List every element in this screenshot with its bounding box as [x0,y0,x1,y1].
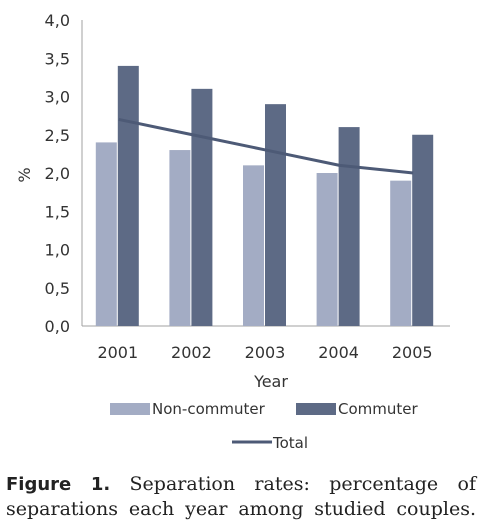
bar-commuter-2005 [412,134,434,326]
bar-non-commuter-2001 [95,142,117,326]
y-tick-label: 0,5 [45,279,70,298]
x-tick-label-2002: 2002 [171,343,212,362]
y-tick-label: 2,0 [45,164,70,183]
y-axis-title: % [15,167,34,182]
y-tick-label: 0,0 [45,317,70,336]
legend-label-total: Total [272,434,308,452]
figure-caption: Figure 1. Separation rates: percentage o… [6,472,476,522]
bar-commuter-2001 [117,65,139,327]
y-tick-label: 3,0 [45,88,70,107]
x-axis-title: Year [253,372,288,391]
x-tick-label-2001: 2001 [97,343,138,362]
y-tick-label: 3,5 [45,49,70,68]
bar-commuter-2004 [338,127,360,326]
x-tick-label-2005: 2005 [392,343,433,362]
y-tick-label: 4,0 [45,11,70,30]
bar-non-commuter-2002 [169,150,191,326]
chart: 0,0 0,5 1,0 1,5 2,0 2,5 3,0 3,5 4,0 2001 2002 2003… [15,11,450,452]
legend-label-non-commuter: Non-commuter [152,400,266,418]
bars [95,65,434,327]
bar-commuter-2003 [265,104,286,327]
bar-non-commuter-2005 [390,180,412,326]
x-tick-label-2004: 2004 [318,343,359,362]
legend-label-commuter: Commuter [338,400,418,418]
line-total [118,117,414,175]
y-tick-label: 1,5 [45,202,70,221]
y-tick-label: 1,0 [45,241,70,260]
caption-text: Separation rates: percentage of separati… [6,473,476,520]
legend-swatch-commuter [296,403,336,415]
y-tick-labels: 0,0 0,5 1,0 1,5 2,0 2,5 3,0 3,5 4,0 [45,11,70,336]
bar-non-commuter-2004 [316,173,338,326]
x-tick-labels: 2001 2002 2003 2004 2005 [97,343,432,362]
legend: Non-commuter Commuter Total [110,400,418,452]
y-tick-label: 2,5 [45,126,70,145]
caption-label: Figure 1. [6,474,111,495]
bar-commuter-2002 [191,88,213,326]
bar-non-commuter-2003 [243,165,264,326]
x-tick-label-2003: 2003 [245,343,286,362]
legend-swatch-non-commuter [110,403,150,415]
total-line-series [118,117,414,175]
